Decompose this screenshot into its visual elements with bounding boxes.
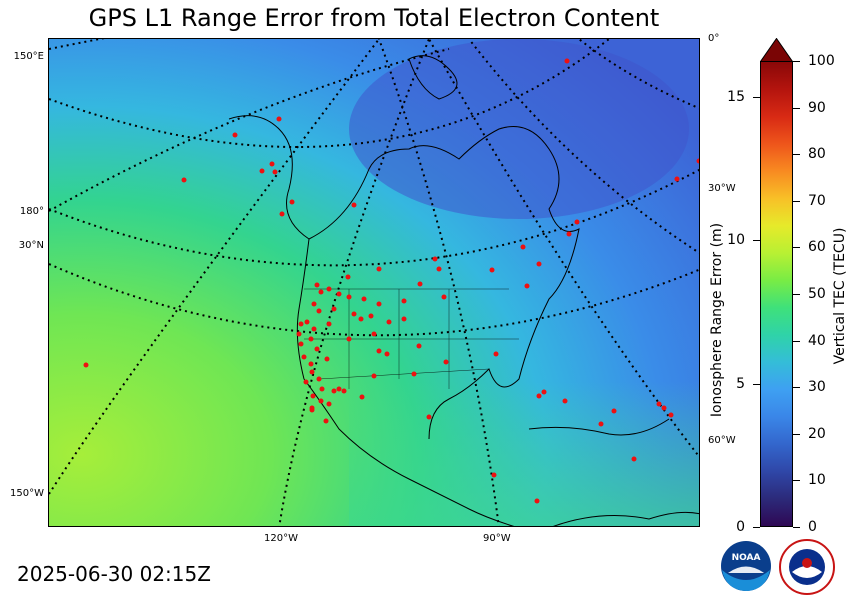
borders xyxy=(304,288,519,389)
colorbar-right-tick-label: 60 xyxy=(808,239,826,256)
colorbar-right-tick-label: 80 xyxy=(808,146,826,163)
colorbar-right-tick-mark xyxy=(793,107,800,109)
colorbar-left-tick-label: 0 xyxy=(736,519,745,535)
colorbar-extend-arrow xyxy=(760,38,793,62)
colorbar-left-tick-mark xyxy=(753,383,760,385)
label-120w: 120°W xyxy=(264,533,298,544)
colorbar-right-tick-mark xyxy=(793,154,800,156)
colorbar-right-tick-mark xyxy=(793,61,800,62)
noaa-logo: NOAA xyxy=(721,541,771,591)
colorbar-right-tick-label: 90 xyxy=(808,99,826,116)
chart-title: GPS L1 Range Error from Total Electron C… xyxy=(88,4,660,32)
colorbar-left-tick-mark xyxy=(753,527,760,528)
colorbar-right-tick-mark xyxy=(793,340,800,342)
colorbar-right-tick-mark xyxy=(793,247,800,249)
label-150e: 150°E xyxy=(13,51,44,62)
colorbar-right-tick-label: 40 xyxy=(808,332,826,349)
colorbar-right-tick-label: 50 xyxy=(808,286,826,302)
colorbar-right-tick-label: 0 xyxy=(808,519,817,535)
tec-map xyxy=(48,38,700,527)
timestamp: 2025-06-30 02:15Z xyxy=(17,562,211,586)
colorbar-right-tick-mark xyxy=(793,200,800,202)
colorbar-right-tick-label: 100 xyxy=(808,53,835,69)
colorbar-right-tick-mark xyxy=(793,387,800,389)
label-0: 0° xyxy=(708,33,720,44)
label-150w: 150°W xyxy=(10,488,44,499)
colorbar-right-tick-mark xyxy=(793,294,800,295)
label-60w: 60°W xyxy=(708,435,736,446)
svg-text:NOAA: NOAA xyxy=(732,553,761,563)
colorbar-right-tick-label: 10 xyxy=(808,472,826,489)
colorbar-left-tick-mark xyxy=(753,240,760,242)
colorbar-right-axis-label: Vertical TEC (TECU) xyxy=(832,227,848,365)
label-30n: 30°N xyxy=(18,240,44,251)
colorbar-right-tick-mark xyxy=(793,433,800,435)
colorbar-left-tick-label: 10 xyxy=(727,232,745,249)
label-90w: 90°W xyxy=(483,533,511,544)
label-30w: 30°W xyxy=(708,183,736,194)
colorbar-right-tick-label: 30 xyxy=(808,379,826,396)
colorbar-left-tick-label: 5 xyxy=(736,375,745,392)
colorbar-right-tick-mark xyxy=(793,480,800,482)
tec-low-north xyxy=(349,39,689,219)
colorbar-left-tick-mark xyxy=(753,96,760,98)
colorbar-right-tick-label: 20 xyxy=(808,425,826,442)
label-180: 180° xyxy=(19,206,44,217)
colorbar-left-axis-label: Ionosphere Range Error (m) xyxy=(709,222,725,418)
map-svg xyxy=(49,39,699,526)
gnss-stations xyxy=(83,58,699,504)
colorbar-left-tick-label: 15 xyxy=(727,88,745,105)
nws-logo xyxy=(779,539,835,595)
colorbar xyxy=(760,61,793,527)
colorbar-right-tick-mark xyxy=(793,527,800,528)
coastlines xyxy=(228,55,699,526)
colorbar-right-tick-label: 70 xyxy=(808,192,826,209)
graticule xyxy=(49,39,699,526)
